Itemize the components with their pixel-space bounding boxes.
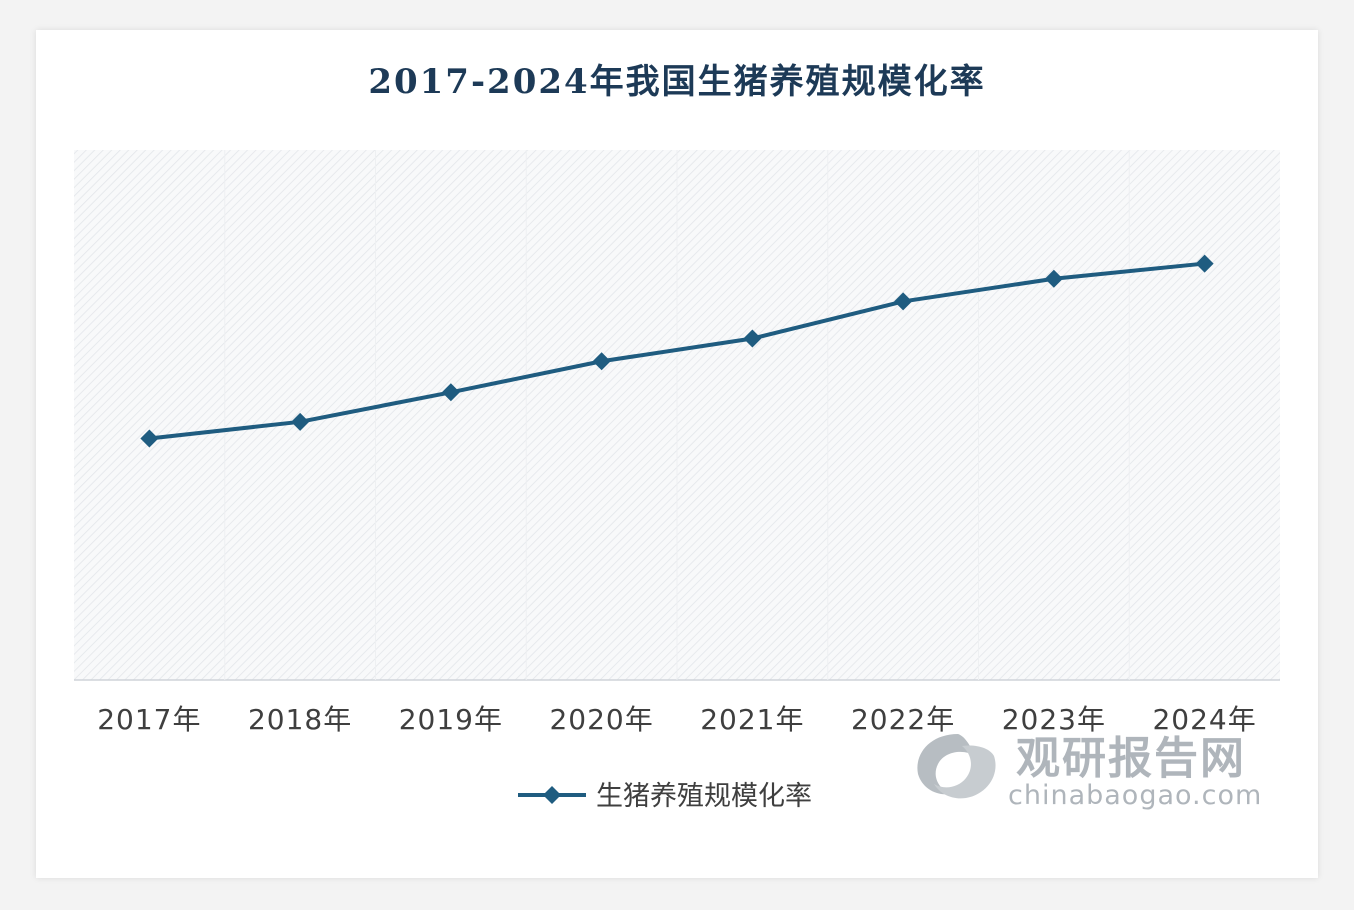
data-point <box>894 292 913 311</box>
x-tick-label: 2024年 <box>1152 703 1256 736</box>
watermark-url: chinabaogao.com <box>1008 780 1263 811</box>
x-tick-label: 2022年 <box>851 703 955 736</box>
x-tick-label: 2020年 <box>549 703 653 736</box>
series-line <box>147 261 1207 441</box>
legend-marker <box>543 786 561 804</box>
swirl-logo-icon <box>917 734 996 799</box>
x-tick-label: 2021年 <box>700 703 804 736</box>
chart-card: 2017-2024年我国生猪养殖规模化率 2017年 2018年 2019年 2020… <box>36 30 1318 878</box>
data-point <box>1044 269 1063 288</box>
data-point <box>291 412 310 431</box>
x-tick-label: 2023年 <box>1002 703 1106 736</box>
watermark-name: 观研报告网 <box>1016 733 1246 784</box>
legend-label: 生猪养殖规模化率 <box>596 781 812 812</box>
x-tick-label: 2019年 <box>399 703 503 736</box>
data-point <box>592 352 611 371</box>
data-point <box>140 429 159 448</box>
chart-title: 2017-2024年我国生猪养殖规模化率 <box>368 62 986 102</box>
line-chart: 2017年 2018年 2019年 2020年 2021年 2022年 2023年 2024年… <box>74 150 1280 812</box>
data-point <box>441 383 460 402</box>
x-tick-label: 2017年 <box>97 703 201 736</box>
x-tick-label: 2018年 <box>248 703 352 736</box>
data-point <box>743 329 762 348</box>
watermark: 观研报告网 chinabaogao.com <box>908 722 1288 822</box>
